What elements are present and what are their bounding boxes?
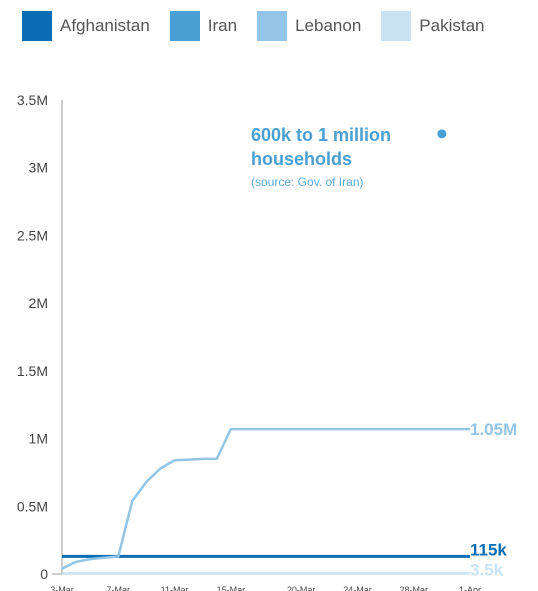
annotation-title: 600k to 1 million [251,125,391,145]
y-tick-label: 1M [29,431,48,447]
x-tick-label: 3-Mar [50,585,74,591]
x-tick-label: 24-Mar [343,585,372,591]
y-tick-label: 0 [40,566,48,582]
legend-label: Pakistan [419,16,485,35]
legend-item-afghanistan: Afghanistan [22,11,150,41]
legend-label: Iran [207,16,238,35]
legend-label: Lebanon [295,16,362,35]
legend-item-pakistan: Pakistan [381,11,484,41]
y-tick-label: 3.5M [17,92,48,108]
series-end-label-afghanistan: 115k [470,540,507,559]
x-tick-label: 1-Apr [459,585,481,591]
y-tick-label: 1.5M [17,363,48,379]
legend-swatch [257,11,288,41]
series-point-iran [437,129,447,139]
y-tick-label: 0.5M [17,498,48,514]
series-end-label-pakistan: 3.5k [470,561,504,580]
legend-swatch [22,11,52,41]
legend-item-iran: Iran [169,11,238,41]
x-tick-label: 20-Mar [287,585,316,591]
x-tick-label: 7-Mar [107,585,131,591]
y-tick-label: 3M [29,160,48,176]
y-tick-label: 2M [29,295,48,311]
chart-legend: Afghanistan Iran Lebanon Pakistan [22,11,504,41]
legend-swatch [169,11,200,41]
legend-label: Afghanistan [60,16,150,35]
x-tick-label: 11-Mar [161,585,189,591]
series-end-label-lebanon: 1.05M [470,420,517,439]
annotation-source: (source: Gov. of Iran) [251,175,363,189]
legend-swatch [381,11,412,41]
y-tick-label: 2.5M [17,227,48,243]
annotation-title: households [251,149,352,169]
x-tick-label: 15-Mar [217,585,246,591]
series-line-lebanon [61,427,470,570]
x-tick-label: 28-Mar [399,585,428,591]
legend-item-lebanon: Lebanon [257,11,361,41]
